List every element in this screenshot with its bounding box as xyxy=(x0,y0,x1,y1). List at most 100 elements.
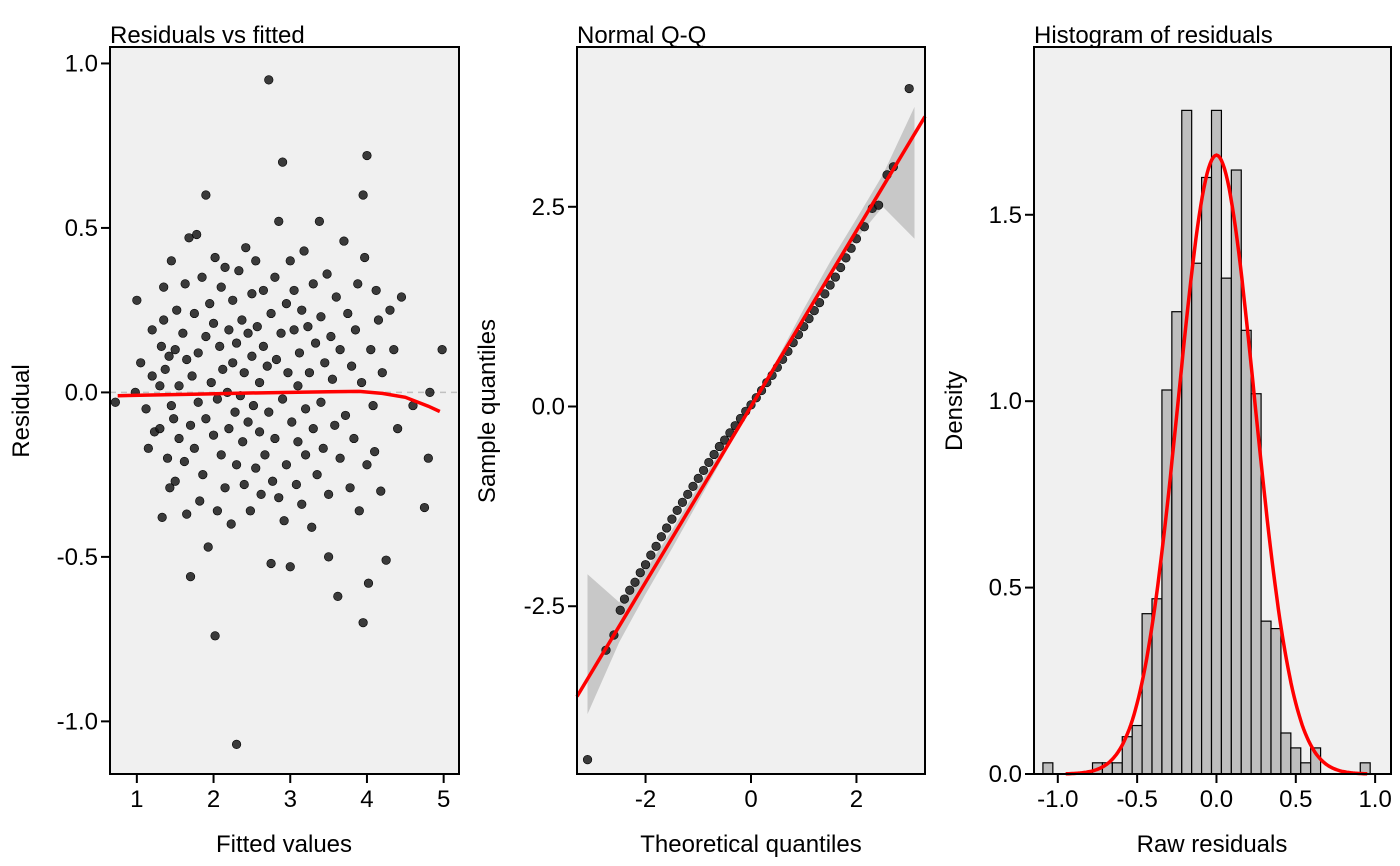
residual-point xyxy=(228,358,238,368)
residual-point xyxy=(247,289,257,299)
residual-point xyxy=(274,493,284,503)
qq-point xyxy=(698,465,709,476)
residual-point xyxy=(220,483,230,493)
residual-point xyxy=(347,361,357,371)
residual-point xyxy=(377,368,387,378)
histogram-panel-ylabel: Density xyxy=(941,371,968,451)
residual-point xyxy=(324,552,334,562)
x-tick-label: -1.0 xyxy=(1037,786,1078,813)
residual-point xyxy=(270,272,280,282)
residual-point xyxy=(312,470,322,480)
residual-point xyxy=(143,443,153,453)
x-tick-label: 1 xyxy=(130,786,143,813)
residual-point xyxy=(245,506,255,516)
residual-point xyxy=(170,476,180,486)
residual-point xyxy=(187,371,197,381)
residual-point xyxy=(297,499,307,509)
y-tick-label: 0.0 xyxy=(989,761,1022,788)
residuals-panel-ylabel: Residual xyxy=(8,364,35,457)
residual-point xyxy=(208,430,219,440)
residual-point xyxy=(179,456,190,467)
residual-point xyxy=(423,453,433,463)
y-tick-label: 0.5 xyxy=(989,575,1022,602)
residual-point xyxy=(178,328,188,338)
residual-point xyxy=(294,348,305,358)
residual-point xyxy=(174,381,184,391)
residual-point xyxy=(371,285,381,296)
qq-point xyxy=(662,523,672,533)
residual-point xyxy=(169,414,179,424)
residual-point xyxy=(277,157,288,167)
qq-point xyxy=(646,550,656,560)
residual-point xyxy=(360,252,370,263)
x-tick-label: 3 xyxy=(284,786,297,813)
confidence-band xyxy=(587,106,915,715)
residual-point xyxy=(333,591,343,601)
y-tick-label: 1.0 xyxy=(65,50,98,77)
residual-point xyxy=(231,460,242,470)
residual-point xyxy=(172,305,182,315)
residual-point xyxy=(174,433,184,444)
qq-point xyxy=(683,489,693,499)
y-tick-label: 2.5 xyxy=(532,194,565,221)
residual-point xyxy=(393,423,403,434)
residual-point xyxy=(326,331,336,342)
residual-point xyxy=(231,338,242,348)
residual-point xyxy=(362,150,372,161)
y-tick-label: -1.0 xyxy=(57,708,98,735)
residual-point xyxy=(189,308,199,319)
histogram-panel-frame xyxy=(1033,46,1392,775)
residual-point xyxy=(285,256,295,266)
residual-point xyxy=(300,404,311,414)
residual-point xyxy=(212,394,222,404)
residual-point xyxy=(276,328,286,338)
qq-point xyxy=(619,594,630,604)
residual-point xyxy=(358,190,368,200)
residual-point xyxy=(193,397,203,407)
residual-point xyxy=(184,233,194,243)
residual-point xyxy=(201,414,211,424)
residual-point xyxy=(356,377,367,388)
residual-point xyxy=(216,282,226,292)
residual-point xyxy=(308,423,318,434)
histogram-bar xyxy=(1260,620,1272,775)
residuals-panel-xlabel: Fitted values xyxy=(216,831,352,858)
residual-point xyxy=(260,450,270,460)
y-tick-label: 0.0 xyxy=(532,394,565,421)
residual-point xyxy=(256,489,266,499)
residual-point xyxy=(437,345,447,355)
y-tick-label: 0.5 xyxy=(65,215,98,242)
residual-point xyxy=(262,361,272,371)
histogram-panel-marks xyxy=(1042,109,1371,776)
y-tick-label: -0.5 xyxy=(57,544,98,571)
residual-point xyxy=(226,519,236,529)
x-tick-label: 2 xyxy=(850,786,863,813)
residual-point xyxy=(353,279,363,289)
residual-point xyxy=(141,404,151,414)
residual-point xyxy=(264,407,274,417)
qq-panel-background xyxy=(577,47,925,774)
histogram-bar xyxy=(1300,762,1312,775)
residual-point xyxy=(370,447,380,457)
residual-point xyxy=(160,364,170,374)
residual-point xyxy=(248,400,259,411)
residual-point xyxy=(203,542,213,552)
residual-point xyxy=(340,410,351,421)
residual-point xyxy=(389,345,399,355)
residual-point xyxy=(425,387,435,398)
residual-point xyxy=(210,631,220,641)
smooth-trend-line xyxy=(117,389,441,414)
residuals-panel-title: Residuals vs fitted xyxy=(110,22,305,49)
residual-point xyxy=(212,506,222,516)
residual-point xyxy=(185,420,196,430)
residual-point xyxy=(299,246,309,256)
residual-point xyxy=(350,325,361,335)
residual-point xyxy=(322,269,332,279)
residual-point xyxy=(307,522,317,532)
residual-point xyxy=(193,348,203,358)
residual-point xyxy=(266,308,276,319)
residual-point xyxy=(182,354,192,365)
histogram-bar xyxy=(1220,277,1232,775)
qq-point xyxy=(830,272,840,282)
qq-point xyxy=(677,497,688,507)
